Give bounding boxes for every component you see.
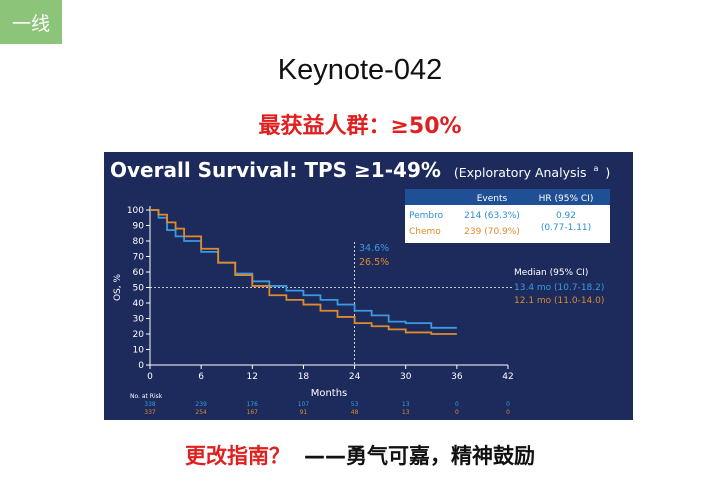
chart-title: Overall Survival: TPS ≥1-49% (Explorator… xyxy=(110,152,610,182)
y-axis-label: OS, % xyxy=(113,274,123,302)
y-tick-label: 40 xyxy=(133,299,145,309)
y-tick-label: 20 xyxy=(133,330,145,340)
at-risk-pembro-value: 176 xyxy=(247,401,259,408)
chemo-events: 239 (70.9%) xyxy=(464,227,520,237)
x-axis-label: Months xyxy=(311,388,348,399)
legend-pembro: Pembro xyxy=(409,211,444,221)
chart-title-suffix: (Exploratory Analysis xyxy=(454,165,587,180)
median-chemo: 12.1 mo (11.0-14.0) xyxy=(514,296,604,306)
y-tick-label: 70 xyxy=(133,253,145,263)
y-tick-label: 80 xyxy=(133,237,145,247)
y-tick-label: 50 xyxy=(133,284,145,294)
km-chart-panel: Overall Survival: TPS ≥1-49% (Explorator… xyxy=(104,152,633,420)
y-tick-label: 90 xyxy=(133,222,145,232)
footer-question: 更改指南？ xyxy=(185,444,290,468)
hr-table-header-hr: HR (95% CI) xyxy=(539,194,594,204)
km-chart: Overall Survival: TPS ≥1-49% (Explorator… xyxy=(104,152,633,420)
at-risk-pembro-value: 0 xyxy=(455,401,459,408)
x-tick-label: 36 xyxy=(451,372,463,382)
y-tick-label: 60 xyxy=(133,268,145,278)
at-risk-pembro-value: 53 xyxy=(351,401,359,408)
x-tick-label: 6 xyxy=(198,372,204,382)
y-tick-label: 10 xyxy=(133,346,145,356)
x-tick-label: 30 xyxy=(400,372,412,382)
hr-table-header-bg xyxy=(405,189,610,205)
slide-subtitle: 最获益人群：≥50% xyxy=(258,114,462,139)
legend-chemo: Chemo xyxy=(409,227,441,237)
y-tick-label: 30 xyxy=(133,315,145,325)
slide-footer: 更改指南？ ——勇气可嘉，精神鼓励 xyxy=(0,440,720,470)
at-risk-chemo-value: 0 xyxy=(455,409,459,416)
x-tick-label: 18 xyxy=(298,372,310,382)
y-tick-label: 100 xyxy=(127,206,144,216)
median-label: Median (95% CI) xyxy=(514,268,588,278)
os24-pembro-label: 34.6% xyxy=(359,243,389,254)
hr-value: 0.92 xyxy=(556,211,576,221)
hr-table: Events HR (95% CI) Pembro 214 (63.3%) 0.… xyxy=(405,189,610,243)
at-risk-chemo-value: 254 xyxy=(195,409,207,416)
at-risk-label: No. at Risk xyxy=(130,393,163,400)
at-risk-pembro-value: 0 xyxy=(506,401,510,408)
series-chemo-curve xyxy=(150,209,457,335)
at-risk-chemo-value: 91 xyxy=(300,409,308,416)
footer-answer: ——勇气可嘉，精神鼓励 xyxy=(304,444,535,468)
x-tick-label: 42 xyxy=(502,372,513,382)
at-risk-chemo-value: 0 xyxy=(506,409,510,416)
hr-table-header-events: Events xyxy=(477,194,508,204)
median-pembro: 13.4 mo (10.7-18.2) xyxy=(514,283,604,293)
median-block: Median (95% CI) 13.4 mo (10.7-18.2) 12.1… xyxy=(514,268,604,306)
y-tick-label: 0 xyxy=(138,361,144,371)
hr-ci: (0.77-1.11) xyxy=(541,223,591,233)
slide-title: Keynote-042 xyxy=(277,54,443,86)
at-risk-chemo-value: 167 xyxy=(247,409,259,416)
x-tick-label: 24 xyxy=(349,372,361,382)
series-pembro-curve xyxy=(150,209,457,329)
at-risk-chemo-value: 13 xyxy=(402,409,410,416)
os24-chemo-label: 26.5% xyxy=(359,257,389,268)
chart-title-close: ) xyxy=(605,165,610,180)
x-tick-label: 0 xyxy=(147,372,153,382)
x-tick-label: 12 xyxy=(247,372,258,382)
at-risk-pembro-value: 13 xyxy=(402,401,410,408)
pembro-events: 214 (63.3%) xyxy=(464,211,520,221)
at-risk-pembro-value: 107 xyxy=(298,401,310,408)
at-risk-pembro-value: 338 xyxy=(144,401,156,408)
plot-layer: 0 10 20 30 40 50 60 70 80 90 100 0 6 12 18 24 30 36 42 Mont… xyxy=(113,206,514,399)
at-risk-chemo-value: 337 xyxy=(144,409,156,416)
section-tag: 一线 xyxy=(0,0,62,44)
at-risk-chemo-value: 48 xyxy=(351,409,359,416)
hr-table-body-bg xyxy=(405,205,610,243)
at-risk-pembro-value: 239 xyxy=(195,401,207,408)
chart-title-sup: a xyxy=(593,164,598,173)
